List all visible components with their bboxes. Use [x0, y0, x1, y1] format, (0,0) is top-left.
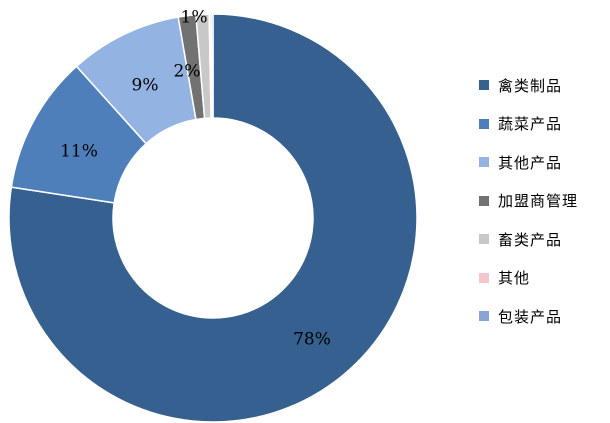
donut-slice-1 [8, 13, 418, 423]
donut-chart: 78% 11% 9% 2% 1% [8, 8, 418, 423]
legend-label: 包装产品 [498, 307, 563, 326]
legend-item-1: 禽类制品 [479, 66, 610, 105]
legend-swatch [479, 311, 489, 322]
slice-labels: 78% 11% 9% 2% 1% [60, 8, 331, 350]
legend-swatch [479, 234, 489, 245]
slice-label-4: 2% [174, 62, 201, 82]
legend-item-3: 其他产品 [479, 143, 610, 182]
legend-item-6: 其他 [479, 259, 610, 298]
legend-item-5: 畜类产品 [479, 220, 610, 259]
legend-label: 禽类制品 [498, 76, 563, 95]
legend-label: 其他产品 [498, 153, 563, 172]
slice-label-5: 1% [181, 8, 208, 28]
legend-label: 蔬菜产品 [498, 115, 563, 134]
legend-swatch [479, 272, 489, 283]
chart-legend: 禽类制品蔬菜产品其他产品加盟商管理畜类产品其他包装产品 [479, 66, 610, 336]
legend-swatch [479, 157, 489, 168]
legend-swatch [479, 118, 489, 129]
legend-label: 畜类产品 [498, 230, 563, 249]
slice-label-2: 11% [60, 142, 98, 162]
legend-item-7: 包装产品 [479, 297, 610, 336]
slice-label-3: 9% [132, 76, 159, 96]
legend-item-2: 蔬菜产品 [479, 105, 610, 144]
donut-slice-7 [210, 13, 214, 119]
legend-swatch [479, 195, 489, 206]
donut-slices [8, 13, 418, 423]
legend-label: 加盟商管理 [498, 192, 579, 211]
legend-label: 其他 [498, 269, 531, 288]
slice-label-1: 78% [293, 330, 331, 350]
legend-swatch [479, 80, 489, 91]
legend-item-4: 加盟商管理 [479, 182, 610, 221]
